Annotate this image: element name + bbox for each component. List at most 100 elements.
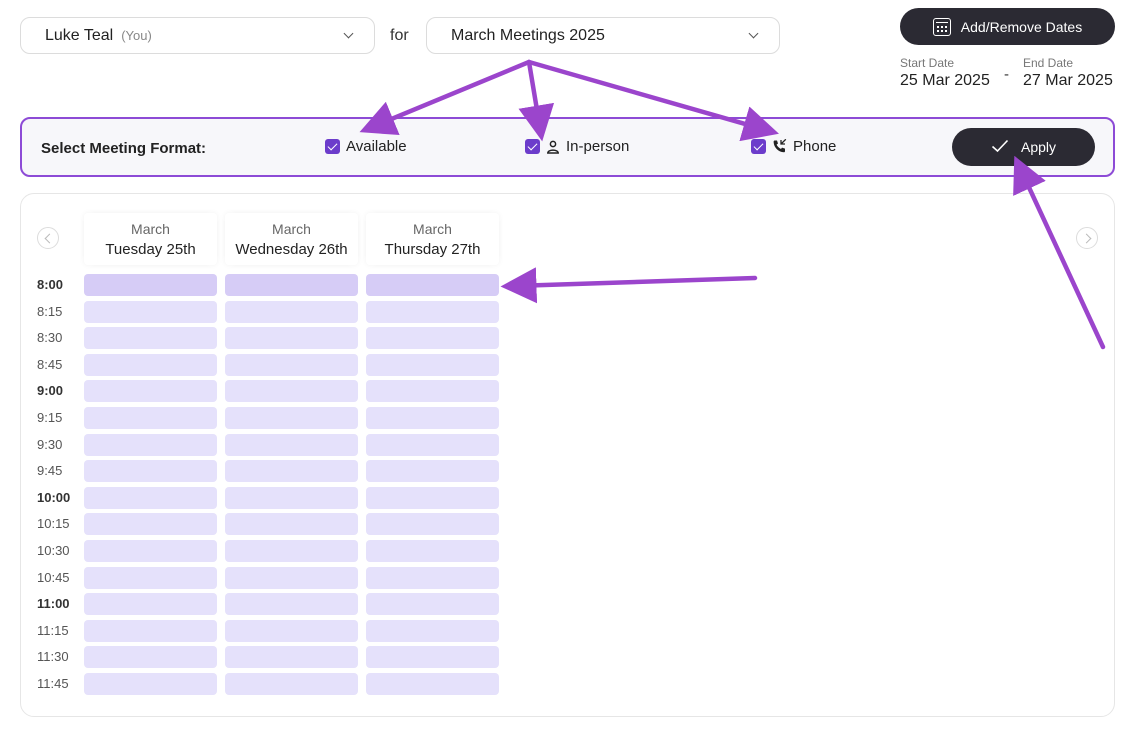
apply-button[interactable]: Apply [952, 128, 1095, 166]
time-slot[interactable] [366, 274, 499, 296]
time-slot[interactable] [84, 406, 217, 429]
time-slot[interactable] [225, 300, 358, 323]
add-remove-dates-label: Add/Remove Dates [960, 18, 1083, 35]
time-slot[interactable] [225, 353, 358, 376]
time-slot[interactable] [225, 486, 358, 509]
time-slot[interactable] [84, 433, 217, 456]
time-label: 8:00 [37, 277, 64, 292]
time-slot[interactable] [84, 619, 217, 642]
time-slot[interactable] [366, 486, 499, 509]
start-date-label: Start Date [900, 56, 955, 70]
day-month: March [413, 221, 452, 237]
time-slot[interactable] [84, 486, 217, 509]
phone-checkbox[interactable] [751, 139, 766, 154]
availability-calendar: 8:00 8:15 8:30 8:45 9:00 9:15 9:30 9:45 10:00 10:… [20, 193, 1115, 717]
time-slot[interactable] [225, 619, 358, 642]
chevron-down-icon [748, 28, 759, 39]
time-slot[interactable] [225, 593, 358, 616]
day-name: Thursday 27th [384, 241, 481, 258]
time-slot[interactable] [225, 566, 358, 589]
day-column: March Thursday 27th [366, 213, 499, 695]
chevron-down-icon [343, 28, 354, 39]
time-slot[interactable] [225, 406, 358, 429]
user-you-tag: (You) [121, 28, 152, 43]
time-slot[interactable] [366, 672, 499, 695]
day-header: March Tuesday 25th [84, 213, 217, 265]
time-slot[interactable] [225, 380, 358, 403]
meeting-format-bar: Select Meeting Format: Available In-pers… [20, 117, 1115, 177]
time-slot[interactable] [366, 646, 499, 669]
time-slot[interactable] [366, 539, 499, 562]
time-slot[interactable] [225, 646, 358, 669]
time-slot[interactable] [225, 327, 358, 350]
time-slot[interactable] [366, 380, 499, 403]
available-checkbox[interactable] [325, 139, 340, 154]
time-slot[interactable] [84, 539, 217, 562]
time-slot[interactable] [225, 460, 358, 483]
time-slot[interactable] [225, 513, 358, 536]
available-label: Available [346, 138, 407, 155]
time-label: 10:15 [37, 516, 70, 532]
time-slot[interactable] [366, 460, 499, 483]
time-slot[interactable] [84, 672, 217, 695]
add-remove-dates-button[interactable]: Add/Remove Dates [900, 8, 1115, 45]
chevron-right-icon[interactable] [1076, 227, 1098, 249]
time-slot[interactable] [84, 646, 217, 669]
time-slot[interactable] [84, 300, 217, 323]
time-slot[interactable] [366, 327, 499, 350]
day-month: March [131, 221, 170, 237]
calendar-icon [932, 17, 951, 36]
time-label: 11:30 [37, 649, 69, 665]
time-slot[interactable] [84, 327, 217, 350]
meeting-select[interactable]: March Meetings 2025 [426, 17, 780, 54]
time-slot[interactable] [84, 380, 217, 403]
slot-list [84, 274, 217, 695]
time-slot[interactable] [366, 300, 499, 323]
time-label: 9:15 [37, 409, 63, 425]
slot-list [366, 274, 499, 695]
time-slot[interactable] [366, 513, 499, 536]
chevron-left-icon[interactable] [37, 227, 59, 249]
end-date-label: End Date [1023, 56, 1074, 70]
time-label: 11:15 [37, 622, 69, 638]
time-slot[interactable] [84, 460, 217, 483]
user-select[interactable]: Luke Teal (You) [20, 17, 375, 54]
time-label: 11:00 [37, 596, 70, 612]
day-column: March Tuesday 25th [84, 213, 217, 695]
time-label: 9:30 [37, 436, 63, 452]
time-slot[interactable] [225, 274, 358, 296]
in-person-label: In-person [566, 138, 630, 155]
slot-list [225, 274, 358, 695]
for-label: for [390, 27, 409, 44]
day-name: Tuesday 25th [105, 241, 196, 258]
time-slot[interactable] [366, 353, 499, 376]
day-header: March Wednesday 26th [225, 213, 358, 265]
time-slot[interactable] [366, 593, 499, 616]
meeting-name: March Meetings 2025 [451, 26, 605, 44]
time-label: 8:15 [37, 303, 63, 319]
time-slot[interactable] [366, 406, 499, 429]
format-option-available[interactable]: Available [325, 138, 407, 155]
user-name: Luke Teal [45, 26, 114, 44]
time-slot[interactable] [84, 593, 217, 616]
time-slot[interactable] [225, 672, 358, 695]
time-label: 8:45 [37, 356, 63, 372]
time-slot[interactable] [84, 566, 217, 589]
time-slot[interactable] [84, 274, 217, 296]
day-name: Wednesday 26th [235, 241, 348, 258]
time-slot[interactable] [84, 353, 217, 376]
time-slot[interactable] [225, 433, 358, 456]
time-label: 11:45 [37, 675, 69, 691]
in-person-checkbox[interactable] [525, 139, 540, 154]
time-slot[interactable] [366, 619, 499, 642]
end-date-value: 27 Mar 2025 [1023, 72, 1113, 89]
time-slot[interactable] [366, 566, 499, 589]
format-option-in-person[interactable]: In-person [525, 138, 629, 155]
format-option-phone[interactable]: Phone [751, 138, 836, 155]
time-label: 10:45 [37, 569, 70, 585]
person-icon [546, 140, 560, 154]
time-slot[interactable] [366, 433, 499, 456]
time-slot[interactable] [225, 539, 358, 562]
phone-icon [772, 139, 787, 154]
time-slot[interactable] [84, 513, 217, 536]
